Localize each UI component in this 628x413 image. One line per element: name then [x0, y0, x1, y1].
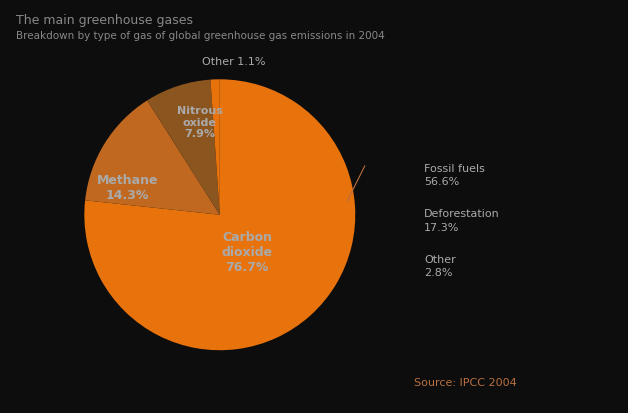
Text: Source: IPCC 2004: Source: IPCC 2004 — [414, 378, 517, 388]
Wedge shape — [85, 100, 220, 215]
Wedge shape — [210, 79, 220, 215]
Text: Nitrous
oxide
7.9%: Nitrous oxide 7.9% — [176, 106, 222, 139]
Text: The main greenhouse gases: The main greenhouse gases — [16, 14, 193, 27]
Text: Methane
14.3%: Methane 14.3% — [97, 174, 158, 202]
Text: Other
2.8%: Other 2.8% — [424, 255, 456, 278]
Text: Breakdown by type of gas of global greenhouse gas emissions in 2004: Breakdown by type of gas of global green… — [16, 31, 384, 41]
Wedge shape — [84, 79, 355, 350]
Text: Deforestation
17.3%: Deforestation 17.3% — [424, 209, 500, 233]
Text: Fossil fuels
56.6%: Fossil fuels 56.6% — [424, 164, 485, 187]
Wedge shape — [147, 80, 220, 215]
Text: Other 1.1%: Other 1.1% — [202, 57, 265, 66]
Text: Carbon
dioxide
76.7%: Carbon dioxide 76.7% — [221, 231, 273, 274]
